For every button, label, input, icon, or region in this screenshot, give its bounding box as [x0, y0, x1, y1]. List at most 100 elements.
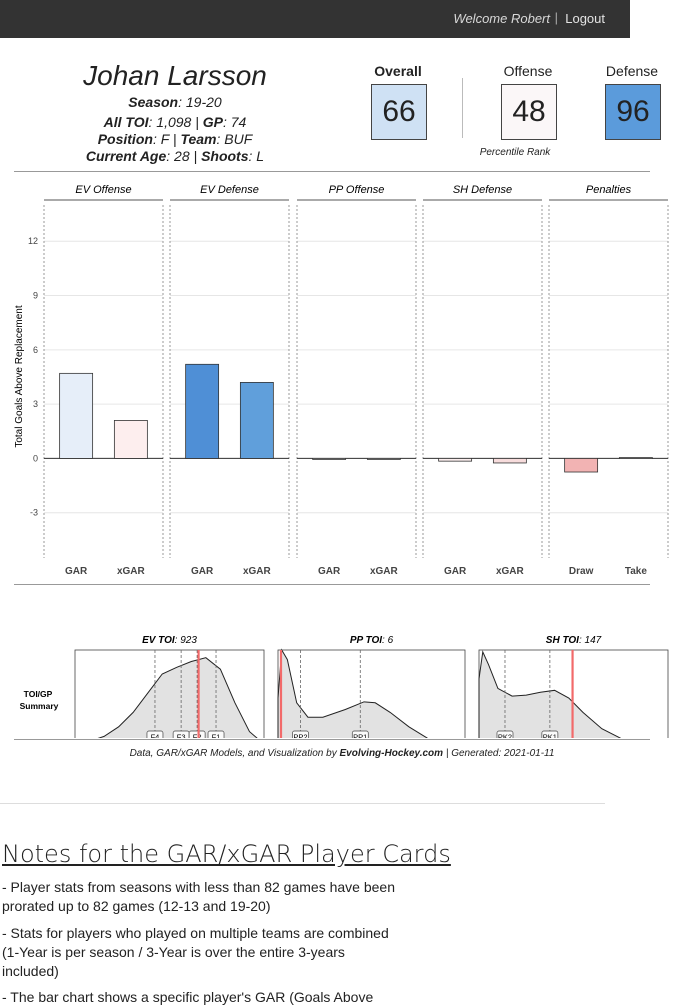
x-tick-label: xGAR: [370, 566, 399, 577]
row-label: TOI/GP: [24, 689, 53, 699]
toi-line: All TOI: 1,098 | GP: 74: [0, 114, 350, 130]
marker-label: F3: [177, 733, 186, 739]
note-item: - The bar chart shows a specific player'…: [2, 989, 374, 1005]
shoots-value: : L: [248, 148, 265, 164]
section-separator: [0, 803, 605, 804]
marker-box: [541, 730, 559, 738]
facet-title: Penalties: [586, 184, 632, 196]
marker-label: PP1: [353, 733, 367, 739]
gar-bar-chart: Total Goals Above Replacement -3 0 3 6 9 12 EV …: [14, 184, 669, 577]
credit-line: Data, GAR/xGAR Models, and Visualization…: [0, 748, 684, 759]
marker-box: [351, 730, 369, 738]
y-tick-label: 6: [33, 345, 38, 355]
row-label: Summary: [20, 701, 59, 711]
panel-title-label: SH TOI: [546, 635, 579, 646]
x-tick-label: GAR: [444, 566, 467, 577]
marker-box: [188, 730, 206, 738]
bar: [185, 363, 220, 459]
gp-value: : 74: [222, 114, 247, 130]
marker-label: PK2: [498, 733, 512, 739]
age-line: Current Age: 28 | Shoots: L: [0, 148, 350, 164]
season-line: Season: 19-20: [0, 94, 350, 110]
y-tick-label: -3: [30, 508, 38, 518]
marker-box: [292, 730, 309, 738]
panel-title: SH TOI: 147: [546, 635, 602, 646]
overall-rank-box: 66: [371, 84, 427, 140]
y-tick-label: 9: [33, 291, 38, 301]
y-tick-label: 0: [33, 453, 38, 463]
season-value: : 19-20: [178, 94, 222, 110]
marker-label: PP2: [293, 733, 307, 739]
panel-title: PP TOI: 6: [350, 635, 394, 646]
y-tick-label: 12: [28, 236, 38, 246]
credit-suffix: | Generated: 2021-01-11: [443, 748, 555, 759]
bar: [564, 458, 599, 473]
position-value: : F |: [152, 131, 181, 147]
panel-title-value: : 147: [579, 635, 602, 646]
header-rule: [14, 171, 650, 172]
marker-box: [146, 730, 164, 738]
player-card: Johan Larsson Season: 19-20 All TOI: 1,0…: [0, 40, 684, 780]
toi-rule: [14, 584, 650, 585]
position-label: Position: [97, 131, 153, 147]
facet-title: EV Defense: [200, 184, 259, 196]
marker-box: [496, 730, 514, 738]
header-separator: |: [554, 10, 558, 25]
logout-link[interactable]: Logout: [565, 11, 605, 26]
offense-label: Offense: [503, 63, 553, 79]
welcome-text: Welcome Robert: [453, 11, 550, 26]
season-label: Season: [128, 94, 179, 110]
density-curve: [97, 657, 258, 738]
defense-label: Defense: [605, 63, 659, 79]
y-tick-label: 3: [33, 399, 38, 409]
bar: [618, 457, 653, 459]
marker-label: PK1: [543, 733, 557, 739]
age-value: : 28 |: [166, 148, 202, 164]
panel-title-value: : 6: [382, 635, 394, 646]
bar: [366, 458, 401, 460]
marker-label: F1: [212, 733, 221, 739]
density-curve: [277, 648, 429, 738]
panel-title: EV TOI: 923: [142, 635, 197, 646]
facet-title: PP Offense: [329, 184, 385, 196]
facet-title: EV Offense: [75, 184, 131, 196]
defense-rank-box: 96: [605, 84, 661, 140]
overall-label: Overall: [374, 63, 422, 79]
x-tick-label: GAR: [191, 566, 214, 577]
bar: [312, 458, 347, 460]
age-label: Current Age: [85, 148, 167, 164]
density-curve: [478, 650, 622, 738]
offense-rank-box: 48: [501, 84, 557, 140]
y-axis-label: Total Goals Above Replacement: [14, 305, 25, 448]
marker-label: F4: [151, 733, 160, 739]
credit-brand: Evolving-Hockey.com: [339, 748, 444, 759]
x-tick-label: xGAR: [496, 566, 525, 577]
panel-title-label: PP TOI: [350, 635, 382, 646]
facet-title: SH Defense: [453, 184, 512, 196]
percentile-rank-label: Percentile Rank: [479, 147, 551, 158]
x-tick-label: Take: [625, 566, 647, 577]
shoots-label: Shoots: [201, 148, 249, 164]
credit-prefix: Data, GAR/xGAR Models, and Visualization…: [129, 748, 340, 759]
team-label: Team: [180, 131, 217, 147]
x-tick-label: GAR: [318, 566, 341, 577]
footer-rule: [14, 739, 650, 740]
player-name: Johan Larsson: [83, 60, 267, 91]
notes-title: Notes for the GAR/xGAR Player Cards: [2, 840, 451, 868]
marker-label: F2: [193, 733, 202, 739]
bar: [492, 458, 527, 464]
bar: [59, 372, 94, 459]
note-item: - Player stats from seasons with less th…: [2, 879, 395, 914]
bar: [438, 458, 473, 462]
x-tick-label: xGAR: [243, 566, 272, 577]
team-value: : BUF: [216, 131, 253, 147]
toi-label: All TOI: [103, 114, 149, 130]
marker-box: [207, 730, 225, 738]
note-item: - Stats for players who played on multip…: [2, 925, 389, 979]
bar: [113, 420, 148, 459]
x-tick-label: GAR: [65, 566, 88, 577]
panel-title-label: EV TOI: [142, 635, 175, 646]
x-tick-label: xGAR: [117, 566, 146, 577]
gp-label: GP: [202, 114, 223, 130]
